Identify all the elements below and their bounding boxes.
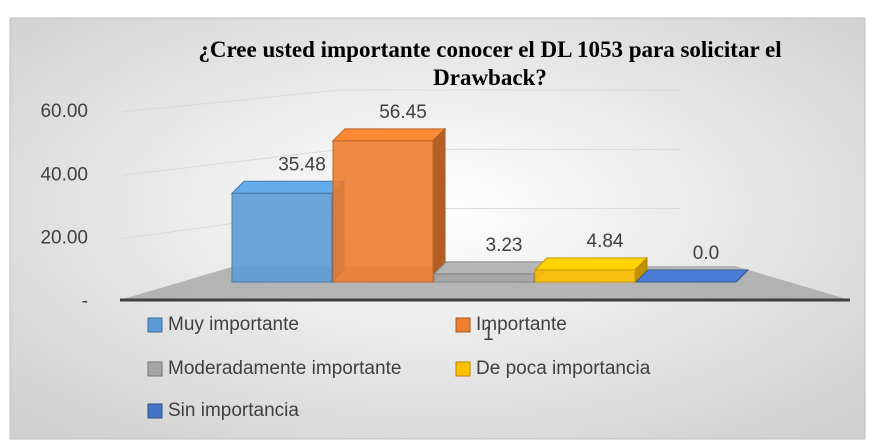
- grid-line: [121, 89, 341, 113]
- bar: [432, 260, 548, 284]
- data-label: 4.84: [587, 231, 624, 252]
- legend-swatch: [147, 361, 163, 377]
- bar-front: [231, 192, 333, 283]
- legend-label: De poca importancia: [476, 358, 651, 379]
- bar-top: [432, 261, 548, 275]
- legend-label: Muy importante: [168, 314, 299, 335]
- data-label: 35.48: [278, 154, 326, 175]
- legend-swatch: [147, 317, 163, 333]
- y-tick-label: 60.00: [40, 101, 88, 122]
- y-tick-label: 40.00: [40, 164, 88, 185]
- bar: [230, 180, 346, 284]
- bar-top: [331, 128, 447, 142]
- page-number: 1: [483, 324, 494, 345]
- bar-top: [634, 269, 750, 283]
- bar-side: [432, 127, 446, 284]
- bar: [533, 256, 649, 284]
- chart-title: ¿Cree usted importante conocer el DL 105…: [198, 37, 781, 90]
- legend-label: Sin importancia: [168, 400, 299, 421]
- y-tick-label: -: [82, 291, 88, 312]
- bar: [634, 269, 750, 283]
- legend-label: Importante: [476, 314, 567, 335]
- data-label: 56.45: [379, 102, 427, 123]
- data-label: 3.23: [486, 235, 523, 256]
- grid-line: [121, 148, 341, 176]
- legend-swatch: [455, 317, 471, 333]
- bar: [331, 127, 447, 284]
- data-label: 0.0: [693, 243, 719, 264]
- bar-side: [735, 269, 749, 283]
- legend-swatch: [455, 361, 471, 377]
- legend-swatch: [147, 403, 163, 419]
- bar-front: [433, 273, 535, 283]
- bar-front: [534, 269, 636, 283]
- legend-label: Moderadamente importante: [168, 358, 401, 379]
- bar-front: [332, 140, 434, 283]
- bar-top: [230, 180, 346, 194]
- bar-top: [533, 257, 649, 271]
- y-tick-label: 20.00: [40, 228, 88, 249]
